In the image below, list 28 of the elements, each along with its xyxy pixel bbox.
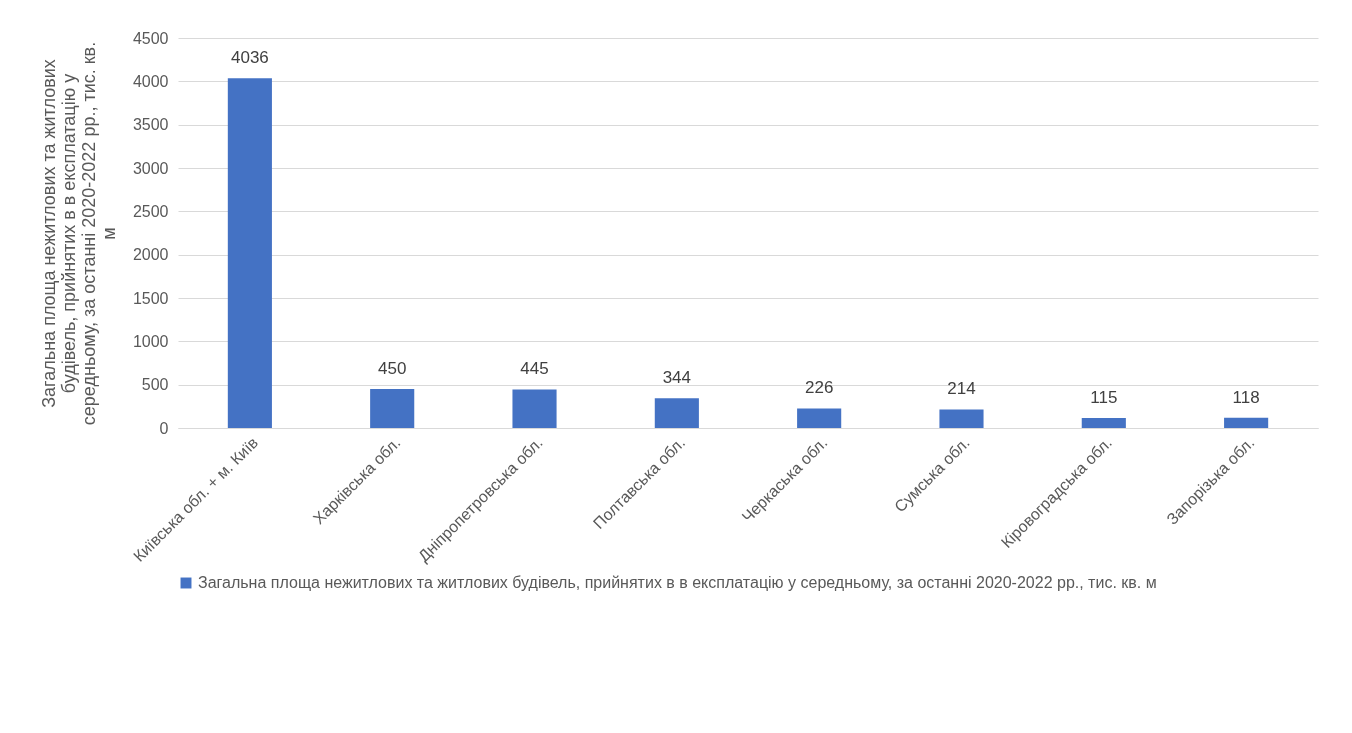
- y-tick-label: 0: [159, 419, 169, 437]
- data-label: 450: [378, 359, 407, 378]
- y-tick-label: 500: [141, 376, 169, 394]
- y-tick-label: 3500: [132, 116, 169, 134]
- data-label: 118: [1232, 387, 1260, 407]
- y-tick-label: 3000: [132, 159, 169, 177]
- bar: [370, 389, 415, 428]
- data-label: 214: [947, 379, 976, 399]
- y-tick-label: 1000: [132, 332, 169, 350]
- bar: [1081, 418, 1126, 428]
- data-label: 226: [804, 378, 834, 398]
- y-tick-label: 2500: [132, 202, 169, 220]
- y-tick-label: 4500: [132, 29, 169, 47]
- bar: [797, 408, 842, 428]
- y-axis-title: Загальна площа нежитлових та житлових будівель, прийнятих в в експлатацію у середньому, за останні 2020-2022 рр., тис. кв. м: [38, 41, 119, 426]
- y-tick-label: 2000: [132, 246, 169, 264]
- y-tick-label: 1500: [132, 289, 169, 307]
- bar: [512, 389, 557, 428]
- data-label: 445: [520, 359, 549, 379]
- bar: [1224, 417, 1269, 428]
- bar: [654, 398, 699, 428]
- y-tick-label: 4000: [132, 72, 169, 90]
- data-label: 115: [1090, 388, 1118, 408]
- legend-label: Загальна площа нежитлових та житлових будівель, прийнятих в в експлатацію у середньому, за останні 2020-2022 рр., тис. кв. м: [198, 574, 1157, 591]
- data-label: 4036: [230, 48, 269, 68]
- bar: [227, 78, 272, 428]
- data-label: 344: [662, 368, 692, 388]
- bar: [939, 409, 984, 428]
